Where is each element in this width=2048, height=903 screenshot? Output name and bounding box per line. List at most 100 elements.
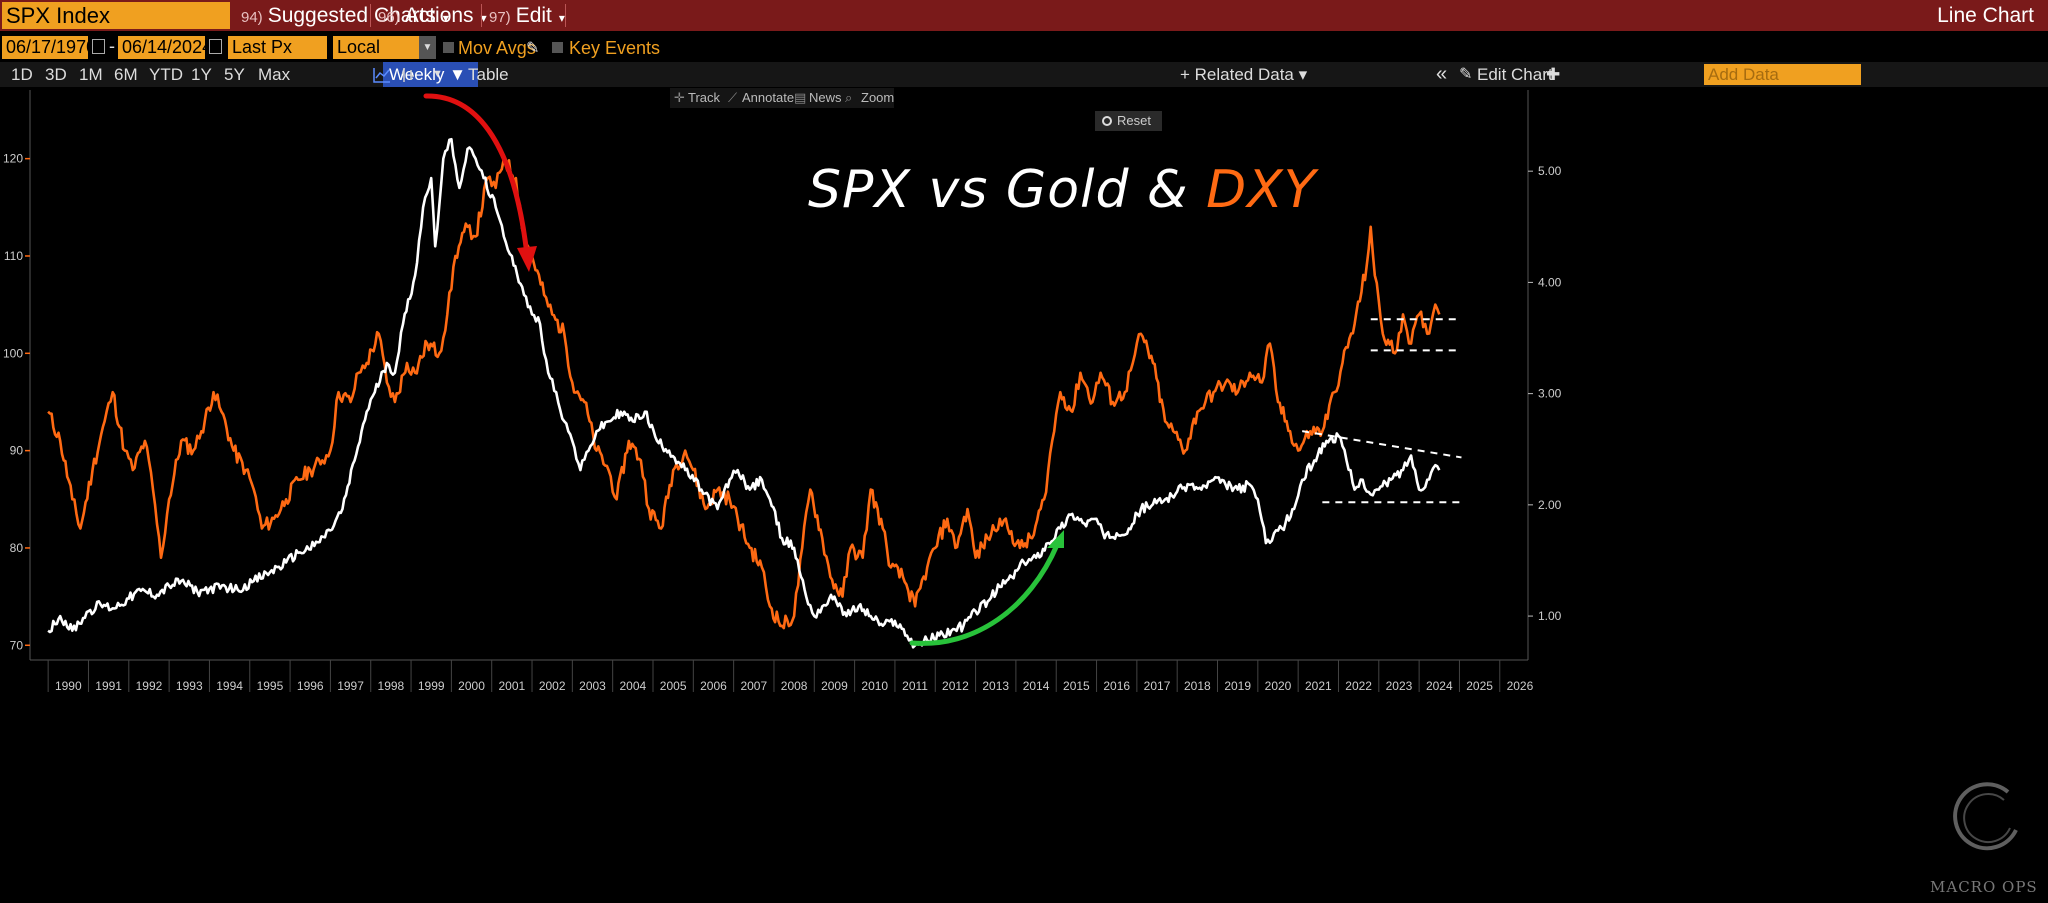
menu-divider (481, 4, 482, 27)
x-tick-label: 2005 (660, 679, 687, 693)
zoom-button[interactable]: Zoom (861, 90, 895, 105)
y-right-tick-label: 3.00 (1538, 387, 1562, 401)
mov-avgs-label[interactable]: Mov Avgs (458, 38, 536, 58)
spx-gold-series-line (47, 137, 1441, 649)
chart-type-label: Line Chart (1937, 4, 2034, 27)
track-button[interactable]: Track (688, 90, 721, 105)
x-tick-label: 2012 (942, 679, 969, 693)
x-tick-label: 2023 (1386, 679, 1413, 693)
x-tick-label: 1992 (136, 679, 163, 693)
chevron-down-icon[interactable]: ▼ (419, 36, 436, 59)
menu-label: Actions (404, 4, 474, 27)
x-tick-label: 2018 (1184, 679, 1211, 693)
chart-annotation-title: SPX vs Gold & DXY (808, 160, 1317, 220)
price-field-select[interactable]: Last Px (228, 36, 327, 59)
news-icon: ▤ (794, 90, 807, 105)
menu-actions[interactable]: 96) Actions ▾ (378, 0, 487, 31)
period-5y[interactable]: 5Y (224, 65, 245, 84)
annotate-button[interactable]: Annotate (742, 90, 795, 105)
pencil-icon[interactable]: ✎ (526, 40, 540, 57)
add-data-input[interactable]: Add Data (1704, 64, 1861, 85)
end-date-field[interactable]: 06/14/2024 (118, 36, 212, 59)
news-button[interactable]: News (809, 90, 842, 105)
menu-suggested-charts[interactable]: 94) Suggested Charts ▾ (241, 0, 449, 31)
red-arrow (423, 93, 530, 258)
green-arrow-head (1047, 530, 1064, 548)
x-tick-label: 1991 (95, 679, 122, 693)
y-right-tick-label: 1.00 (1538, 609, 1562, 623)
trend-dashed-line (1302, 430, 1462, 459)
x-tick-label: 2025 (1466, 679, 1493, 693)
x-tick-label: 2024 (1426, 679, 1453, 693)
line-chart-icon[interactable] (372, 62, 394, 87)
period-max[interactable]: Max (258, 65, 291, 84)
x-tick-label: 2013 (982, 679, 1009, 693)
chevron-down-icon: ▾ (558, 11, 565, 25)
reset-button[interactable]: Reset (1095, 111, 1162, 131)
chevron-down-icon[interactable]: ▼ (432, 68, 443, 80)
period-6m[interactable]: 6M (114, 65, 138, 84)
x-tick-label: 2017 (1144, 679, 1171, 693)
related-data-button[interactable]: + Related Data ▾ (1180, 65, 1308, 84)
x-tick-label: 2014 (1023, 679, 1050, 693)
x-tick-label: 1997 (337, 679, 364, 693)
reset-icon (1102, 116, 1112, 126)
period-3d[interactable]: 3D (45, 65, 67, 84)
chart-tools: ✛ Track ⟋ Annotate ▤ News ⌕ Zoom (670, 88, 894, 108)
annotate-icon: ⟋ (728, 90, 738, 105)
period-1d[interactable]: 1D (11, 65, 33, 84)
security-input[interactable]: SPX Index (2, 2, 230, 29)
menu-number: 96) (378, 9, 400, 26)
x-tick-label: 2016 (1103, 679, 1130, 693)
green-arrow (909, 542, 1060, 646)
start-date-field[interactable]: 06/17/1970 (2, 36, 96, 59)
x-tick-label: 1993 (176, 679, 203, 693)
x-tick-label: 2006 (700, 679, 727, 693)
period-1y[interactable]: 1Y (191, 65, 212, 84)
reset-label: Reset (1117, 113, 1151, 128)
x-tick-label: 1996 (297, 679, 324, 693)
y-left-tick-label: 80 (10, 541, 24, 555)
x-tick-label: 2020 (1265, 679, 1292, 693)
watermark-text: MACRO OPS (1930, 878, 2038, 896)
x-tick-label: 1999 (418, 679, 445, 693)
menu-divider (370, 4, 371, 27)
x-tick-label: 2000 (458, 679, 485, 693)
title-bar: SPX Index 94) Suggested Charts ▾ 96) Action… (0, 0, 2048, 31)
edit-chart-button[interactable]: Edit Chart (1477, 65, 1553, 84)
menu-divider (565, 4, 566, 27)
mov-avgs-checkbox[interactable] (443, 42, 454, 53)
key-events-checkbox[interactable] (552, 42, 563, 53)
calendar-icon[interactable] (209, 39, 222, 54)
y-left-tick-label: 70 (10, 638, 24, 652)
x-tick-label: 2015 (1063, 679, 1090, 693)
date-toolbar: 06/17/1970 - 06/14/2024 Last Px Local CC… (0, 35, 2048, 80)
frequency-select[interactable]: Weekly ▼ (383, 62, 478, 87)
annotation-orange-text: DXY (1206, 160, 1317, 220)
x-tick-label: 2001 (499, 679, 526, 693)
key-events-label[interactable]: Key Events (569, 38, 661, 58)
y-left-tick-label: 90 (10, 444, 24, 458)
x-tick-label: 1998 (378, 679, 405, 693)
x-tick-label: 2022 (1345, 679, 1372, 693)
period-ytd[interactable]: YTD (149, 65, 183, 84)
dxy-series-line (47, 157, 1441, 630)
crosshair-icon: ✛ (674, 90, 685, 105)
menu-label: Edit (515, 4, 552, 27)
chevron-down-icon: ▾ (442, 11, 449, 25)
y-right-tick-label: 5.00 (1538, 164, 1562, 178)
table-button[interactable]: Table (468, 65, 509, 84)
x-tick-label: 1994 (216, 679, 243, 693)
menu-number: 97) (489, 9, 511, 26)
calendar-icon[interactable] (92, 39, 105, 54)
x-tick-label: 1990 (55, 679, 82, 693)
period-1m[interactable]: 1M (79, 65, 103, 84)
menu-edit[interactable]: 97) Edit ▾ (489, 0, 565, 31)
red-arrow-head (517, 246, 537, 272)
settings-icon[interactable]: ✚ (1546, 65, 1561, 84)
x-tick-label: 2007 (740, 679, 767, 693)
collapse-icon[interactable]: « (1436, 63, 1448, 85)
pencil-icon[interactable]: ✎ (1459, 66, 1473, 83)
annotation-white-text: SPX vs Gold & (808, 160, 1189, 220)
